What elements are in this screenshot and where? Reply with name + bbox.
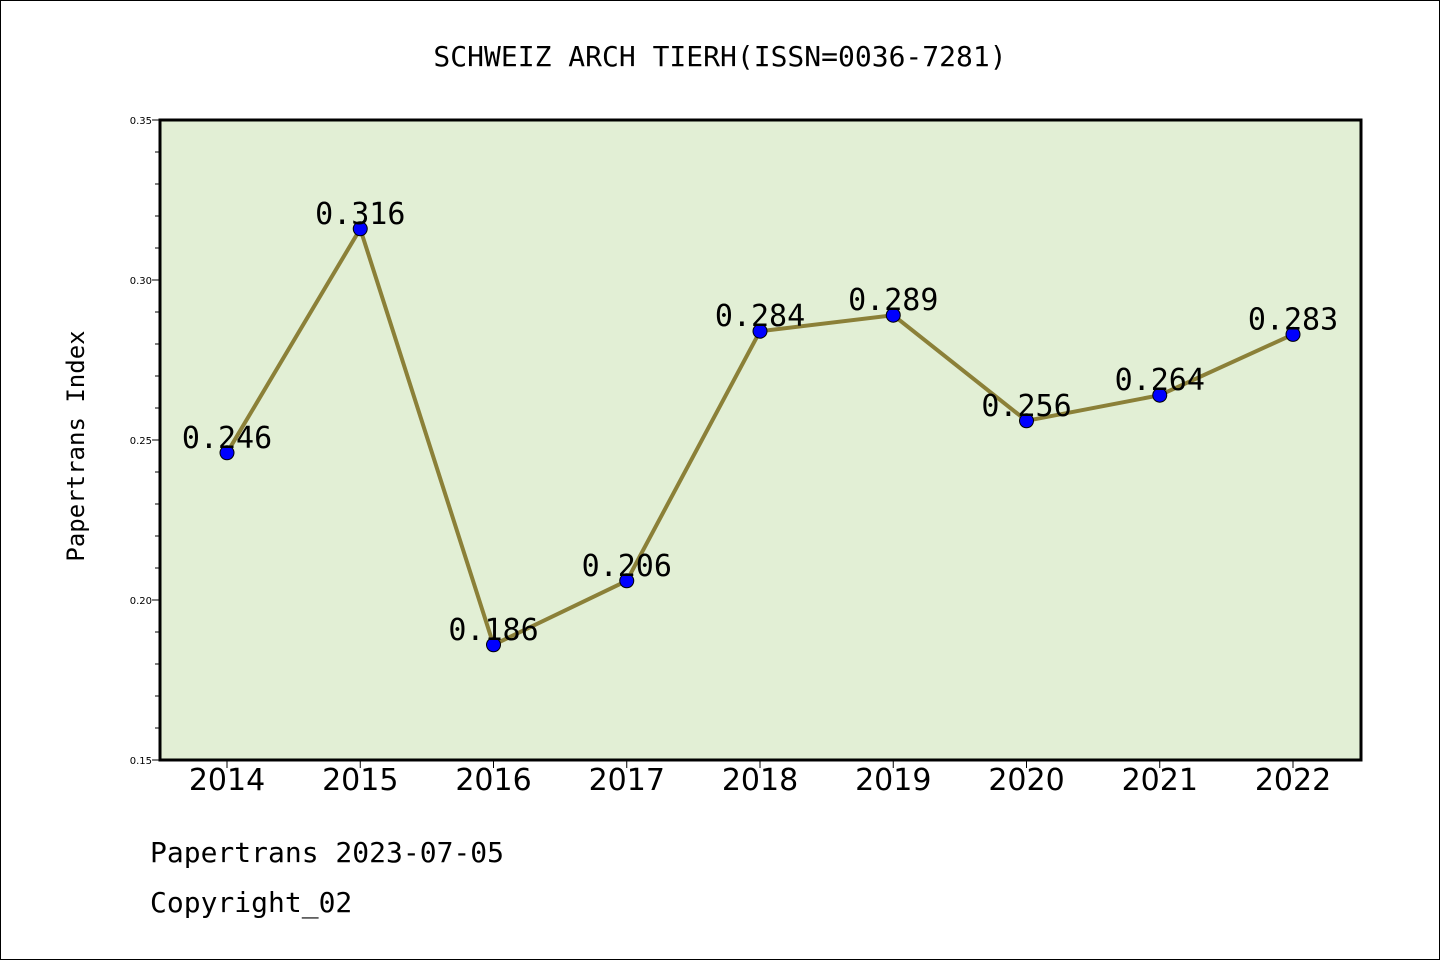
x-tick-label: 2018: [722, 763, 798, 798]
y-tick-label: 0.15: [130, 756, 152, 767]
footer-copyright: Copyright_02: [150, 886, 353, 919]
data-point: [885, 307, 901, 323]
x-tick-label: 2015: [322, 763, 398, 798]
x-tick-label: 2017: [589, 763, 665, 798]
y-axis-label: Papertrans Index: [62, 330, 90, 561]
data-point: [1152, 387, 1168, 403]
data-label: 0.316: [315, 197, 405, 232]
data-point: [752, 323, 768, 339]
data-label: 0.264: [1115, 363, 1205, 398]
data-label: 0.283: [1248, 302, 1338, 337]
data-point: [352, 221, 368, 237]
data-point: [219, 445, 235, 461]
data-label: 0.186: [448, 613, 538, 648]
data-point: [619, 573, 635, 589]
x-tick-label: 2020: [988, 763, 1064, 798]
data-point: [1285, 326, 1301, 342]
x-tick-label: 2021: [1122, 763, 1198, 798]
data-point: [486, 637, 501, 653]
data-label: 0.256: [981, 389, 1071, 424]
x-tick-label: 2016: [455, 763, 531, 798]
data-labels: 0.246 0.316 0.186 0.206 0.284 0.289 0.256 0.264…: [182, 197, 1338, 648]
x-tick-label: 2019: [855, 763, 931, 798]
y-tick-label: 0.30: [130, 276, 152, 287]
y-tick-label: 0.20: [130, 596, 152, 607]
footer-date-line: Papertrans 2023-07-05: [150, 836, 505, 869]
y-axis-ticks: 0.15 0.20 0.25 0.30 0.35: [130, 116, 160, 767]
data-markers: [219, 221, 1301, 653]
data-label: 0.246: [182, 421, 272, 456]
data-label: 0.206: [582, 549, 672, 584]
x-axis-ticks: 2014 2015 2016 2017 2018 2019 2020 2021 2022: [189, 760, 1331, 798]
x-tick-label: 2022: [1255, 763, 1331, 798]
x-tick-label: 2014: [189, 763, 265, 798]
y-tick-label: 0.35: [130, 116, 152, 127]
y-tick-label: 0.25: [130, 436, 152, 447]
data-label: 0.289: [848, 283, 938, 318]
data-label: 0.284: [715, 299, 805, 334]
chart-title: SCHWEIZ ARCH TIERH(ISSN=0036-7281): [433, 40, 1006, 73]
data-point: [1019, 413, 1034, 429]
